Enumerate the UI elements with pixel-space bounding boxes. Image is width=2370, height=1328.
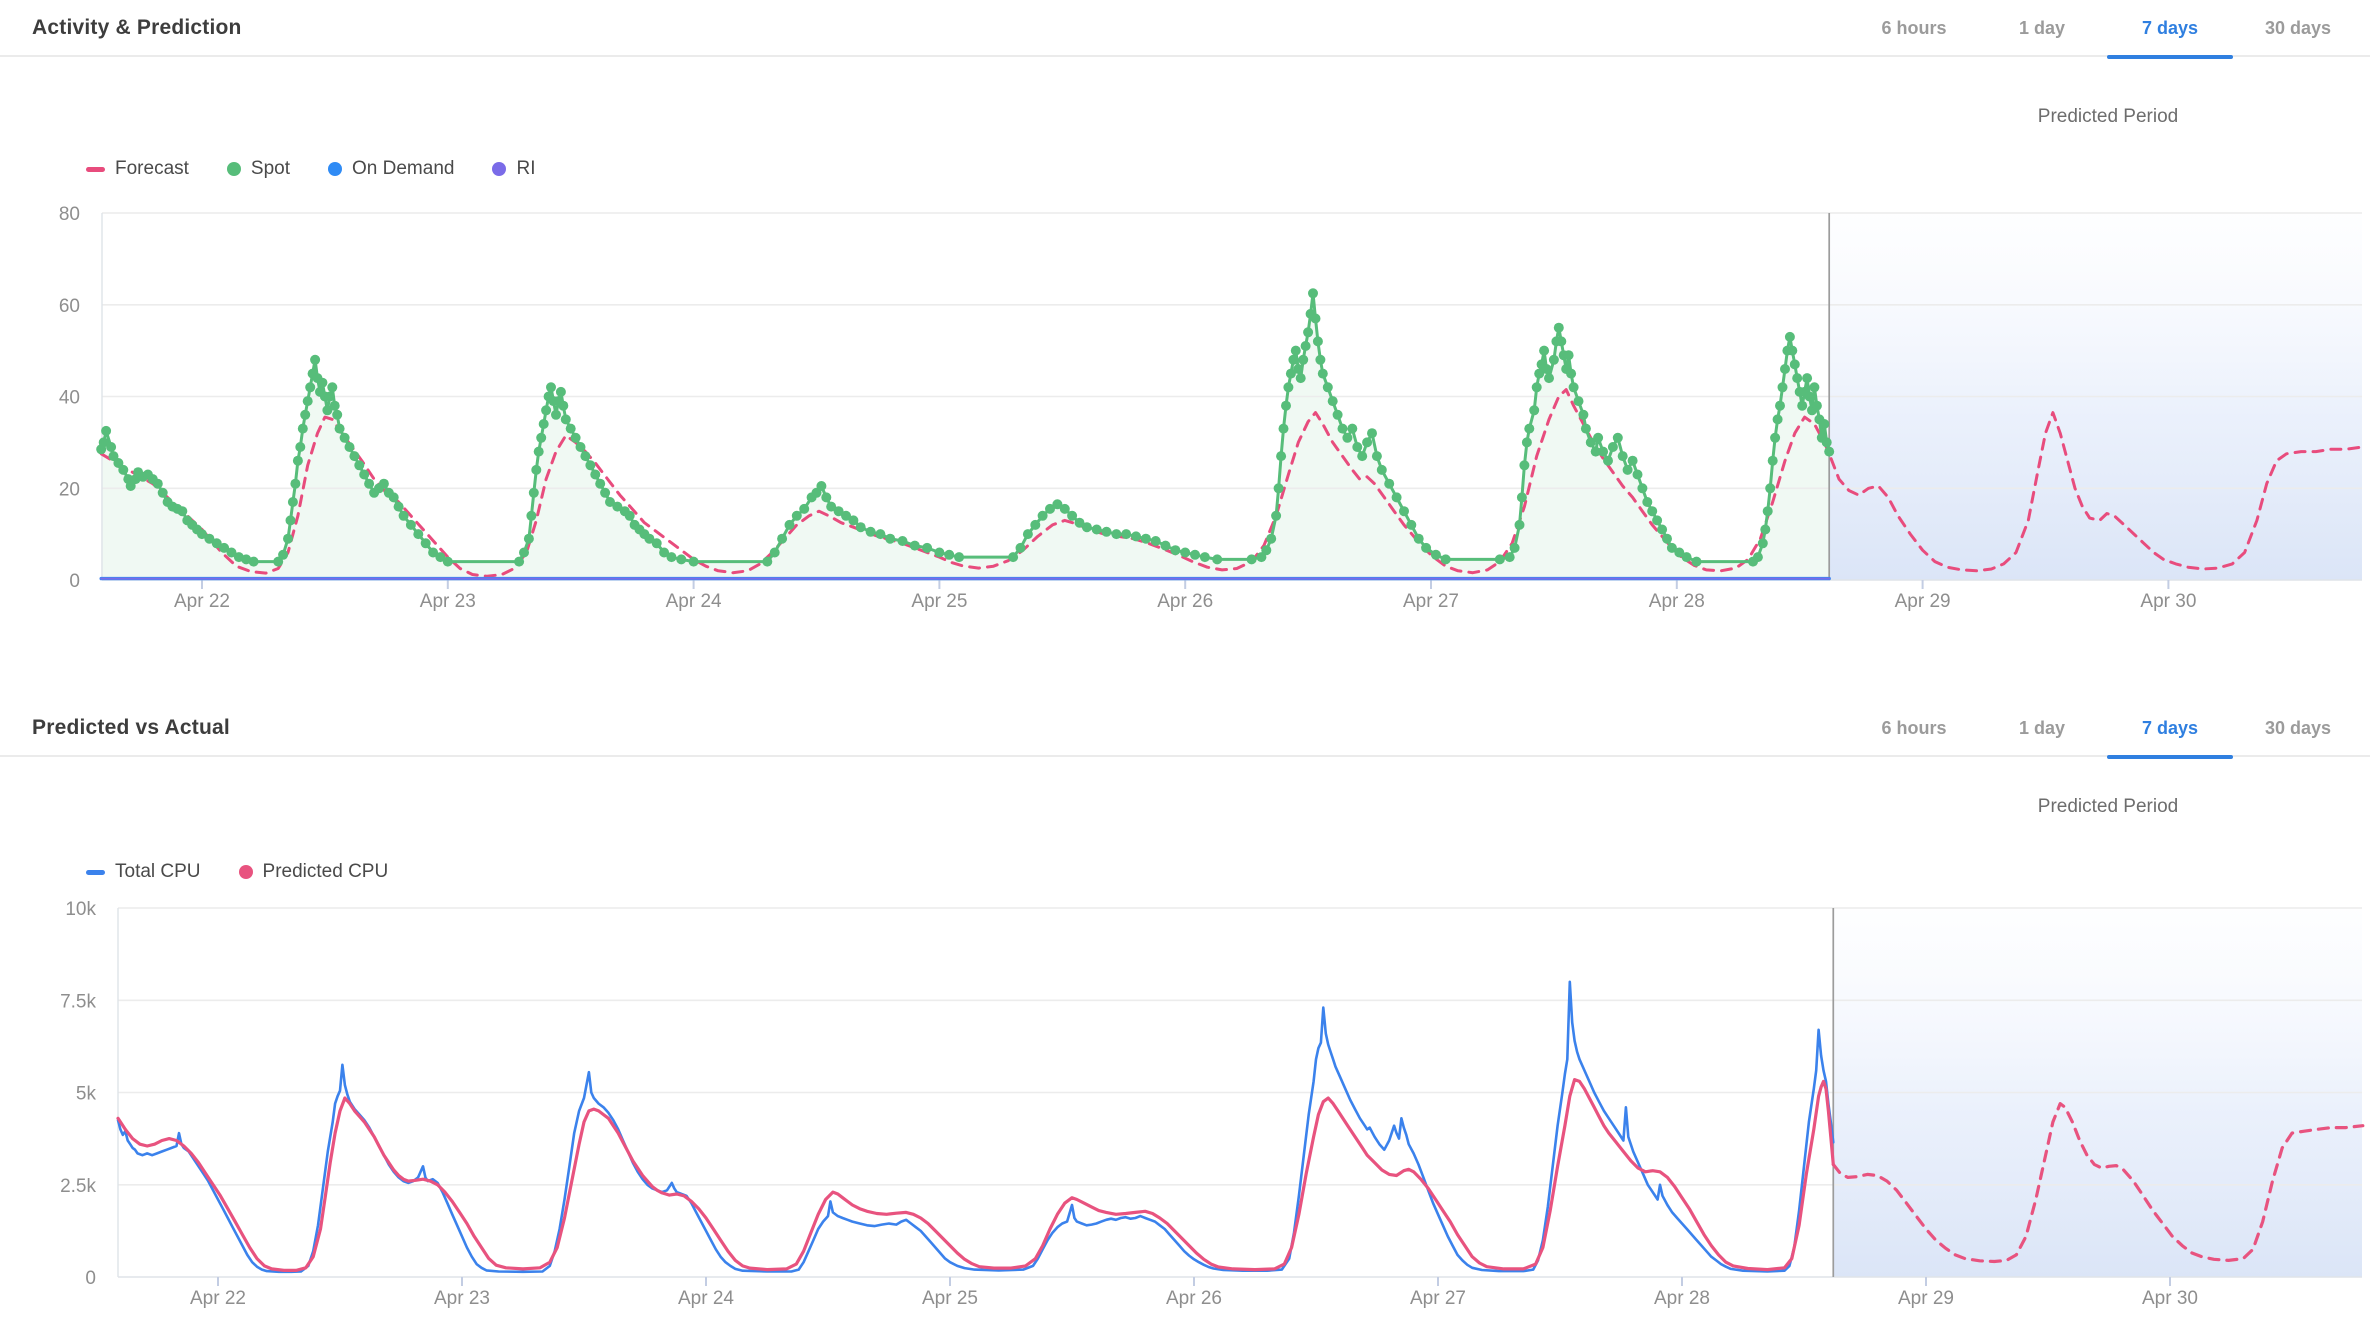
- tab-label: 7 days: [2141, 718, 2199, 738]
- legend-dot-icon: [226, 162, 241, 176]
- y-axis: 0 20 40 60 80: [59, 204, 80, 592]
- svg-text:Apr 27: Apr 27: [1403, 591, 1459, 612]
- tab-label: 1 day: [2018, 718, 2066, 738]
- svg-text:Apr 25: Apr 25: [922, 1288, 978, 1309]
- svg-text:Apr 24: Apr 24: [666, 591, 722, 612]
- legend-label: Forecast: [115, 158, 189, 179]
- legend-dash-icon: [86, 869, 105, 875]
- series-line-total-cpu: [116, 980, 1835, 1274]
- predicted-vs-actual-legend: Total CPU Predicted CPU: [86, 860, 388, 884]
- svg-text:7.5k: 7.5k: [60, 991, 96, 1012]
- tab-30-days[interactable]: 30 days: [2234, 700, 2362, 757]
- legend-dash-icon: [86, 166, 105, 172]
- tab-label: 1 day: [2018, 18, 2066, 38]
- svg-text:Apr 30: Apr 30: [2140, 591, 2196, 612]
- svg-text:20: 20: [59, 479, 80, 500]
- tab-label: 30 days: [2264, 718, 2332, 738]
- legend-item-total-cpu[interactable]: Total CPU: [86, 861, 201, 883]
- tab-6-hours[interactable]: 6 hours: [1850, 0, 1978, 57]
- tab-1-day[interactable]: 1 day: [1978, 0, 2106, 57]
- legend-item-predicted-cpu[interactable]: Predicted CPU: [238, 861, 389, 883]
- svg-text:2.5k: 2.5k: [60, 1176, 96, 1197]
- series-line-forecast: [99, 388, 2365, 578]
- svg-text:40: 40: [59, 388, 80, 409]
- predicted-vs-actual-predicted-period-label: Predicted Period: [2037, 796, 2179, 817]
- svg-text:Apr 29: Apr 29: [1898, 1288, 1954, 1309]
- tab-6-hours[interactable]: 6 hours: [1850, 700, 1978, 757]
- tab-1-day[interactable]: 1 day: [1978, 700, 2106, 757]
- svg-text:Apr 26: Apr 26: [1157, 591, 1213, 612]
- svg-text:Apr 23: Apr 23: [420, 591, 476, 612]
- tab-label: 6 hours: [1881, 18, 1947, 38]
- y-axis: 0 2.5k 5k 7.5k 10k: [60, 899, 96, 1289]
- legend-dot-icon: [238, 865, 253, 879]
- predicted-vs-actual-panel-title: Predicted vs Actual: [32, 715, 230, 739]
- legend-item-ri[interactable]: RI: [492, 158, 535, 180]
- legend-item-spot[interactable]: Spot: [226, 158, 291, 180]
- svg-text:Apr 22: Apr 22: [190, 1288, 246, 1309]
- legend-label: Predicted CPU: [262, 861, 389, 882]
- tab-label: 7 days: [2141, 18, 2199, 38]
- legend-dot-icon: [328, 162, 343, 176]
- series-line-predicted-cpu-forecast-: [1831, 1102, 2365, 1264]
- svg-text:Apr 23: Apr 23: [434, 1288, 490, 1309]
- activity-time-range-tabs: 6 hours 1 day 7 days 30 days: [1850, 0, 2362, 59]
- svg-text:Apr 22: Apr 22: [174, 591, 230, 612]
- activity-panel-header: Activity & Prediction 6 hours 1 day 7 days…: [0, 0, 2370, 59]
- svg-text:Apr 26: Apr 26: [1166, 1288, 1222, 1309]
- svg-text:60: 60: [59, 296, 80, 317]
- predicted-vs-actual-chart[interactable]: Apr 22 Apr 23 Apr 24 Apr 25 Apr 26 Apr 27 Apr …: [0, 882, 2370, 1328]
- svg-text:Apr 30: Apr 30: [2142, 1288, 2198, 1309]
- legend-label: On Demand: [352, 158, 455, 179]
- legend-label: RI: [516, 158, 536, 179]
- legend-item-on-demand[interactable]: On Demand: [328, 158, 454, 180]
- tab-7-days[interactable]: 7 days: [2106, 0, 2234, 59]
- activity-predicted-period-label: Predicted Period: [2037, 106, 2179, 127]
- activity-legend: Forecast Spot On Demand RI: [86, 157, 535, 181]
- tab-30-days[interactable]: 30 days: [2234, 0, 2362, 57]
- activity-chart[interactable]: Apr 22 Apr 23 Apr 24 Apr 25 Apr 26 Apr 27 Apr …: [0, 190, 2370, 635]
- x-axis: Apr 22 Apr 23 Apr 24 Apr 25 Apr 26 Apr 27 Apr …: [190, 1277, 2198, 1309]
- legend-dot-icon: [492, 162, 507, 176]
- legend-label: Spot: [250, 158, 291, 179]
- tab-label: 6 hours: [1881, 718, 1947, 738]
- active-tab-underline: [2107, 55, 2233, 59]
- svg-text:0: 0: [69, 571, 80, 592]
- tab-label: 30 days: [2264, 18, 2332, 38]
- svg-text:5k: 5k: [76, 1084, 97, 1105]
- legend-item-forecast[interactable]: Forecast: [86, 158, 189, 180]
- svg-text:80: 80: [59, 204, 80, 225]
- tab-7-days[interactable]: 7 days: [2106, 700, 2234, 759]
- series-markers-spot: [96, 288, 1835, 567]
- svg-text:Apr 29: Apr 29: [1895, 591, 1951, 612]
- svg-text:Apr 28: Apr 28: [1649, 591, 1705, 612]
- predicted-vs-actual-time-range-tabs: 6 hours 1 day 7 days 30 days: [1850, 700, 2362, 759]
- svg-text:Apr 25: Apr 25: [911, 591, 967, 612]
- gridlines: [117, 907, 2362, 1278]
- svg-text:Apr 28: Apr 28: [1654, 1288, 1710, 1309]
- svg-text:Apr 27: Apr 27: [1410, 1288, 1466, 1309]
- series-line-predicted-cpu: [116, 1078, 1835, 1272]
- series-area-spot: [101, 293, 1830, 580]
- svg-text:Apr 24: Apr 24: [678, 1288, 734, 1309]
- activity-panel-title: Activity & Prediction: [32, 15, 242, 39]
- x-axis: Apr 22 Apr 23 Apr 24 Apr 25 Apr 26 Apr 27 Apr …: [174, 580, 2196, 612]
- svg-text:0: 0: [85, 1268, 96, 1289]
- predicted-vs-actual-panel-header: Predicted vs Actual 6 hours 1 day 7 days 30…: [0, 700, 2370, 759]
- legend-label: Total CPU: [115, 861, 201, 882]
- svg-text:10k: 10k: [65, 899, 96, 920]
- active-tab-underline: [2107, 755, 2233, 759]
